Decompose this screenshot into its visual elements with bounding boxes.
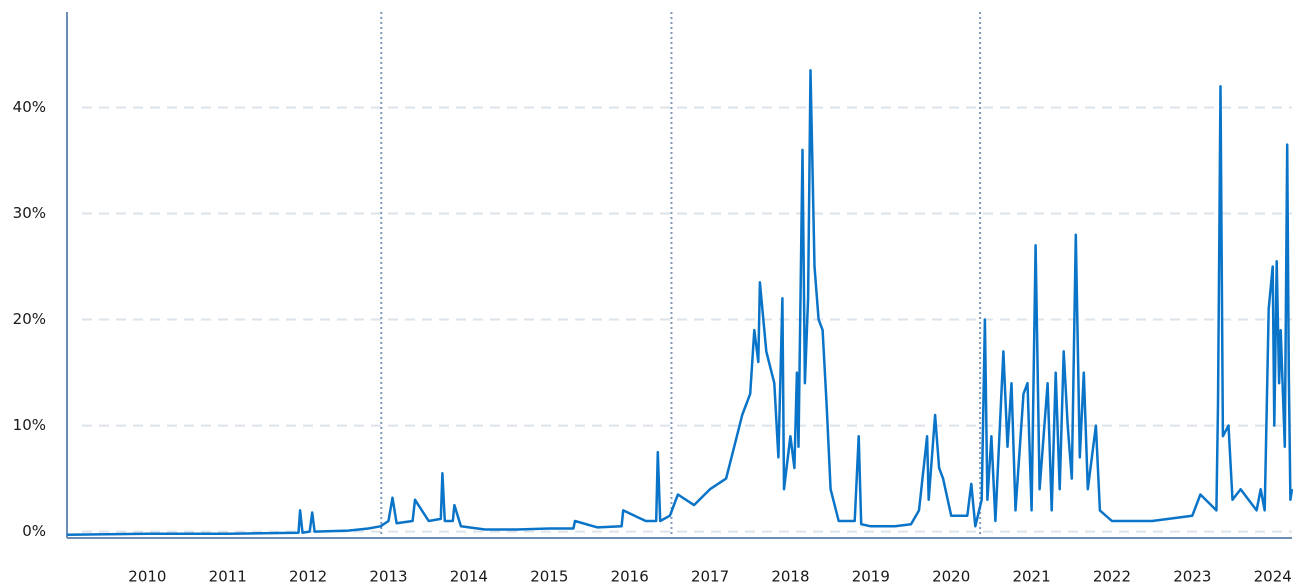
x-tick-label: 2013 bbox=[369, 568, 407, 585]
x-tick-label: 2024 bbox=[1254, 568, 1292, 585]
x-tick-label: 2014 bbox=[450, 568, 488, 585]
x-tick-label: 2016 bbox=[611, 568, 649, 585]
x-tick-label: 2011 bbox=[209, 568, 247, 585]
x-tick-label: 2021 bbox=[1012, 568, 1050, 585]
x-tick-label: 2023 bbox=[1173, 568, 1211, 585]
x-tick-label: 2022 bbox=[1093, 568, 1131, 585]
y-tick-label: 30% bbox=[13, 204, 46, 222]
data-line bbox=[66, 69, 1294, 537]
x-tick-label: 2018 bbox=[771, 568, 809, 585]
x-tick-label: 2019 bbox=[852, 568, 890, 585]
y-tick-label: 10% bbox=[13, 416, 46, 434]
x-tick-label: 2017 bbox=[691, 568, 729, 585]
x-tick-label: 2015 bbox=[530, 568, 568, 585]
x-tick-label: 2012 bbox=[289, 568, 327, 585]
y-tick-label: 0% bbox=[22, 522, 46, 540]
y-tick-label: 20% bbox=[13, 310, 46, 328]
x-tick-label: 2020 bbox=[932, 568, 970, 585]
y-tick-label: 40% bbox=[13, 98, 46, 116]
x-tick-label: 2010 bbox=[128, 568, 166, 585]
